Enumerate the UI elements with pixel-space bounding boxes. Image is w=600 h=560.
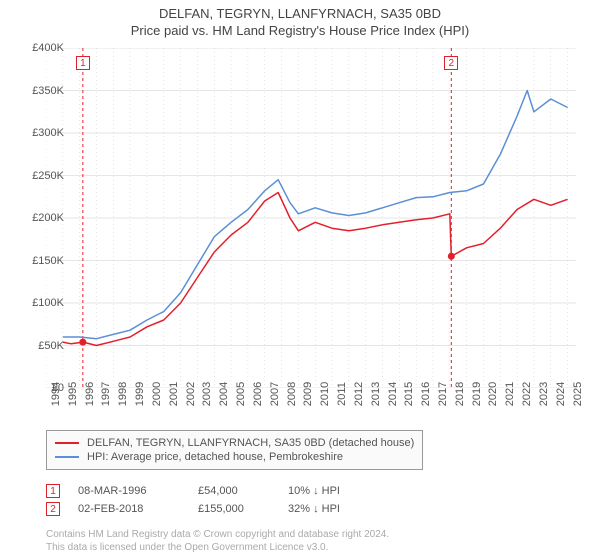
marker-price: £155,000: [198, 503, 288, 515]
chart-subtitle: Price paid vs. HM Land Registry's House …: [0, 23, 600, 38]
x-tick-label: 2021: [504, 382, 516, 406]
x-tick-label: 2007: [269, 382, 281, 406]
x-tick-label: 1997: [100, 382, 112, 406]
chart-container: DELFAN, TEGRYN, LLANFYRNACH, SA35 0BD Pr…: [0, 0, 600, 560]
marker-pct: 10% ↓ HPI: [288, 485, 398, 497]
marker-pct: 32% ↓ HPI: [288, 503, 398, 515]
x-tick-label: 2015: [403, 382, 415, 406]
marker-num-box: 1: [46, 484, 60, 498]
x-tick-label: 1999: [134, 382, 146, 406]
y-tick-label: £300K: [14, 127, 64, 139]
x-tick-label: 2011: [336, 382, 348, 406]
y-tick-label: £350K: [14, 85, 64, 97]
legend-label: DELFAN, TEGRYN, LLANFYRNACH, SA35 0BD (d…: [87, 437, 414, 449]
legend-item: DELFAN, TEGRYN, LLANFYRNACH, SA35 0BD (d…: [55, 437, 414, 449]
x-tick-label: 2008: [286, 382, 298, 406]
footer-note: Contains HM Land Registry data © Crown c…: [46, 528, 389, 554]
y-tick-label: £50K: [14, 340, 64, 352]
marker-date: 02-FEB-2018: [78, 503, 198, 515]
x-tick-label: 2002: [185, 382, 197, 406]
x-tick-label: 2013: [370, 382, 382, 406]
sale-marker-box: 2: [444, 56, 458, 70]
x-tick-label: 2009: [302, 382, 314, 406]
x-tick-label: 1996: [84, 382, 96, 406]
marker-date: 08-MAR-1996: [78, 485, 198, 497]
marker-num-box: 2: [46, 502, 60, 516]
chart-title: DELFAN, TEGRYN, LLANFYRNACH, SA35 0BD: [0, 6, 600, 21]
x-tick-label: 1995: [67, 382, 79, 406]
marker-price: £54,000: [198, 485, 288, 497]
y-tick-label: £100K: [14, 297, 64, 309]
x-tick-label: 2022: [521, 382, 533, 406]
y-tick-label: £150K: [14, 255, 64, 267]
y-tick-label: £200K: [14, 212, 64, 224]
x-tick-label: 2001: [168, 382, 180, 406]
x-tick-label: 2025: [572, 382, 584, 406]
x-tick-label: 2000: [151, 382, 163, 406]
legend-swatch: [55, 442, 79, 444]
x-tick-label: 2003: [201, 382, 213, 406]
marker-table: 1 08-MAR-1996£54,00010% ↓ HPI 2 02-FEB-2018…: [46, 480, 398, 520]
footer-line1: Contains HM Land Registry data © Crown c…: [46, 528, 389, 541]
x-tick-label: 2024: [555, 382, 567, 406]
x-tick-label: 2005: [235, 382, 247, 406]
x-tick-label: 1998: [117, 382, 129, 406]
x-tick-label: 2012: [353, 382, 365, 406]
x-tick-label: 2018: [454, 382, 466, 406]
marker-table-row: 2 02-FEB-2018£155,00032% ↓ HPI: [46, 502, 398, 516]
x-tick-label: 2014: [387, 382, 399, 406]
legend-label: HPI: Average price, detached house, Pemb…: [87, 451, 343, 463]
y-tick-label: £250K: [14, 170, 64, 182]
marker-table-row: 1 08-MAR-1996£54,00010% ↓ HPI: [46, 484, 398, 498]
chart-area: [46, 48, 576, 388]
chart-svg: [46, 48, 576, 388]
x-tick-label: 2016: [420, 382, 432, 406]
x-tick-label: 1994: [50, 382, 62, 406]
x-tick-label: 2020: [487, 382, 499, 406]
x-tick-label: 2004: [218, 382, 230, 406]
legend-item: HPI: Average price, detached house, Pemb…: [55, 451, 414, 463]
x-tick-label: 2023: [538, 382, 550, 406]
legend: DELFAN, TEGRYN, LLANFYRNACH, SA35 0BD (d…: [46, 430, 423, 470]
x-tick-label: 2019: [471, 382, 483, 406]
footer-line2: This data is licensed under the Open Gov…: [46, 541, 389, 554]
x-tick-label: 2010: [319, 382, 331, 406]
y-tick-label: £400K: [14, 42, 64, 54]
x-tick-label: 2017: [437, 382, 449, 406]
legend-swatch: [55, 456, 79, 458]
sale-marker-box: 1: [76, 56, 90, 70]
x-tick-label: 2006: [252, 382, 264, 406]
title-block: DELFAN, TEGRYN, LLANFYRNACH, SA35 0BD Pr…: [0, 0, 600, 38]
